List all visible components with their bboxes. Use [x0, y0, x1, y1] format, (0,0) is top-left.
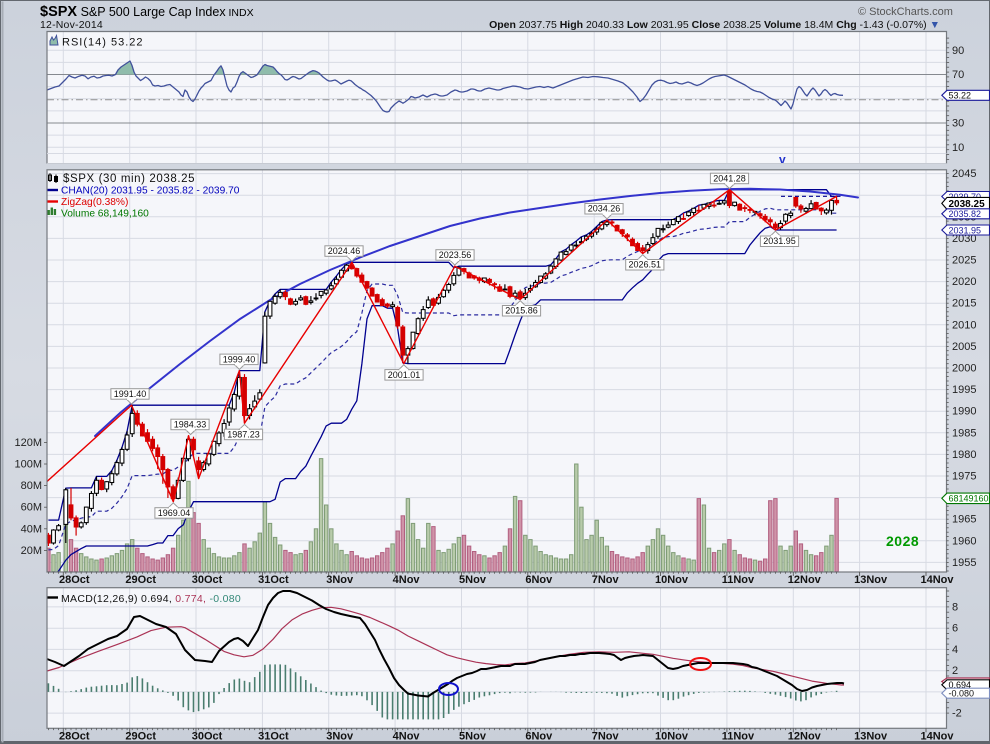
svg-text:20M: 20M: [21, 545, 42, 557]
svg-text:1965: 1965: [952, 514, 976, 526]
svg-text:v: v: [779, 153, 786, 167]
svg-text:ZigZag(0.38%): ZigZag(0.38%): [61, 197, 128, 208]
svg-text:29Oct: 29Oct: [125, 574, 156, 586]
svg-text:2025: 2025: [952, 255, 976, 267]
svg-text:2030: 2030: [952, 233, 976, 245]
svg-text:$SPX S&P 500 Large Cap Index I: $SPX S&P 500 Large Cap Index INDX: [40, 4, 254, 20]
svg-text:1991.40: 1991.40: [114, 389, 147, 399]
svg-text:14Nov: 14Nov: [920, 574, 954, 586]
svg-text:28Oct: 28Oct: [59, 730, 90, 742]
svg-text:2031.95: 2031.95: [763, 236, 796, 246]
svg-text:53.22: 53.22: [949, 91, 972, 101]
svg-text:2028: 2028: [886, 533, 919, 549]
svg-text:2031.95: 2031.95: [949, 225, 982, 235]
svg-text:14Nov: 14Nov: [920, 730, 954, 742]
svg-text:11Nov: 11Nov: [722, 574, 755, 586]
svg-text:5Nov: 5Nov: [459, 574, 487, 586]
svg-text:12Nov: 12Nov: [788, 730, 822, 742]
svg-text:12Nov: 12Nov: [788, 574, 822, 586]
svg-text:2001.01: 2001.01: [388, 370, 421, 380]
svg-text:120M: 120M: [14, 437, 42, 449]
svg-text:4Nov: 4Nov: [393, 574, 421, 586]
svg-text:6Nov: 6Nov: [525, 574, 553, 586]
svg-text:-2: -2: [952, 708, 962, 720]
svg-text:1975: 1975: [952, 471, 976, 483]
svg-text:4Nov: 4Nov: [393, 730, 421, 742]
svg-text:2015: 2015: [952, 298, 976, 310]
svg-text:30: 30: [952, 118, 964, 130]
svg-text:Open 2037.75 High 2040.33 Low: Open 2037.75 High 2040.33 Low 2031.95 Cl…: [489, 19, 940, 31]
svg-text:3Nov: 3Nov: [326, 574, 354, 586]
svg-text:RSI(14) 53.22: RSI(14) 53.22: [62, 36, 143, 48]
svg-text:10Nov: 10Nov: [655, 730, 689, 742]
svg-text:1955: 1955: [952, 557, 976, 569]
svg-text:2005: 2005: [952, 341, 976, 353]
svg-text:1969.04: 1969.04: [158, 508, 191, 518]
svg-text:5Nov: 5Nov: [459, 730, 487, 742]
svg-text:2038.25: 2038.25: [949, 199, 986, 210]
svg-text:1985: 1985: [952, 427, 976, 439]
svg-text:7Nov: 7Nov: [592, 574, 620, 586]
svg-text:MACD(12,26,9) 0.694, 0.774, -0: MACD(12,26,9) 0.694, 0.774, -0.080: [61, 593, 241, 605]
svg-text:1999.40: 1999.40: [223, 354, 256, 364]
svg-text:CHAN(20) 2031.95 - 2035.82 - 2: CHAN(20) 2031.95 - 2035.82 - 2039.70: [61, 186, 240, 197]
svg-text:6: 6: [952, 623, 958, 635]
svg-text:90: 90: [952, 45, 964, 57]
svg-text:30Oct: 30Oct: [192, 730, 223, 742]
svg-text:1987.23: 1987.23: [227, 429, 260, 439]
svg-text:28Oct: 28Oct: [59, 574, 90, 586]
svg-text:-0.080: -0.080: [949, 689, 975, 699]
svg-text:2035.82: 2035.82: [949, 209, 982, 219]
svg-text:Volume 68,149,160: Volume 68,149,160: [61, 208, 149, 219]
svg-text:13Nov: 13Nov: [854, 574, 888, 586]
svg-text:60M: 60M: [21, 502, 42, 514]
svg-text:12-Nov-2014: 12-Nov-2014: [40, 19, 103, 31]
svg-text:2015.86: 2015.86: [505, 306, 538, 316]
svg-text:© StockCharts.com: © StockCharts.com: [858, 6, 953, 18]
svg-text:1960: 1960: [952, 535, 976, 547]
svg-text:68149160: 68149160: [949, 494, 989, 504]
svg-text:4: 4: [952, 644, 958, 656]
svg-text:11Nov: 11Nov: [722, 730, 755, 742]
svg-text:31Oct: 31Oct: [258, 574, 289, 586]
svg-text:2000: 2000: [952, 363, 976, 375]
svg-text:1980: 1980: [952, 449, 976, 461]
svg-text:40M: 40M: [21, 523, 42, 535]
svg-text:8: 8: [952, 601, 958, 613]
svg-text:2023.56: 2023.56: [439, 250, 472, 260]
svg-text:30Oct: 30Oct: [192, 574, 223, 586]
svg-text:70: 70: [952, 69, 964, 81]
svg-text:2041.28: 2041.28: [713, 173, 746, 183]
svg-text:1990: 1990: [952, 406, 976, 418]
svg-text:10Nov: 10Nov: [655, 574, 689, 586]
svg-text:1995: 1995: [952, 384, 976, 396]
svg-text:$SPX (30 min) 2038.25: $SPX (30 min) 2038.25: [63, 173, 195, 185]
svg-text:1984.33: 1984.33: [174, 419, 207, 429]
svg-text:7Nov: 7Nov: [592, 730, 620, 742]
svg-text:29Oct: 29Oct: [125, 730, 156, 742]
svg-text:10: 10: [952, 142, 964, 154]
svg-text:13Nov: 13Nov: [854, 730, 888, 742]
svg-text:2010: 2010: [952, 319, 976, 331]
svg-text:100M: 100M: [14, 459, 42, 471]
svg-text:2: 2: [952, 665, 958, 677]
svg-text:2020: 2020: [952, 276, 976, 288]
svg-text:3Nov: 3Nov: [326, 730, 354, 742]
svg-text:2026.51: 2026.51: [629, 260, 662, 270]
svg-text:0.694: 0.694: [949, 680, 972, 690]
svg-text:31Oct: 31Oct: [258, 730, 289, 742]
svg-text:2024.46: 2024.46: [328, 246, 361, 256]
svg-text:2045: 2045: [952, 168, 976, 180]
svg-text:80M: 80M: [21, 480, 42, 492]
svg-text:6Nov: 6Nov: [525, 730, 553, 742]
svg-text:2034.26: 2034.26: [588, 204, 621, 214]
